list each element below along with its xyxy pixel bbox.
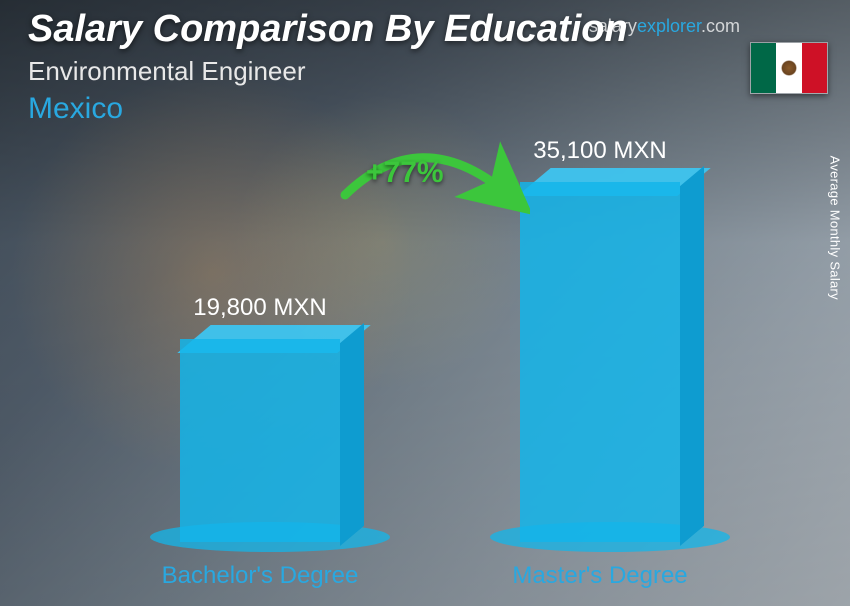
country-flag-icon (750, 42, 828, 94)
flag-stripe-left (751, 43, 776, 93)
watermark-prefix: salary (589, 16, 637, 36)
bar-label: Master's Degree (470, 562, 730, 590)
watermark-suffix: .com (701, 16, 740, 36)
bar-value: 35,100 MXN (500, 137, 700, 165)
bar-value: 19,800 MXN (160, 294, 360, 322)
bar-front-face (520, 182, 680, 542)
bar-side-face (680, 166, 704, 546)
bar-group: 35,100 MXNMaster's Degree (520, 182, 680, 542)
bar-group: 19,800 MXNBachelor's Degree (180, 339, 340, 542)
increase-arrow: +77% (330, 140, 530, 230)
bar-3d (520, 182, 680, 542)
flag-stripe-middle (776, 43, 801, 93)
main-title: Salary Comparison By Education (28, 8, 628, 51)
bar-label: Bachelor's Degree (130, 562, 390, 590)
job-title: Environmental Engineer (28, 56, 306, 87)
y-axis-label: Average Monthly Salary (827, 156, 842, 300)
percent-increase: +77% (366, 156, 444, 190)
flag-stripe-right (802, 43, 827, 93)
bar-3d (180, 339, 340, 542)
site-watermark: salaryexplorer.com (589, 16, 740, 37)
bar-front-face (180, 339, 340, 542)
infographic-content: Salary Comparison By Education Environme… (0, 0, 850, 606)
watermark-accent: explorer (637, 16, 701, 36)
bar-side-face (340, 323, 364, 546)
country-name: Mexico (28, 92, 123, 126)
flag-emblem-icon (781, 60, 797, 76)
